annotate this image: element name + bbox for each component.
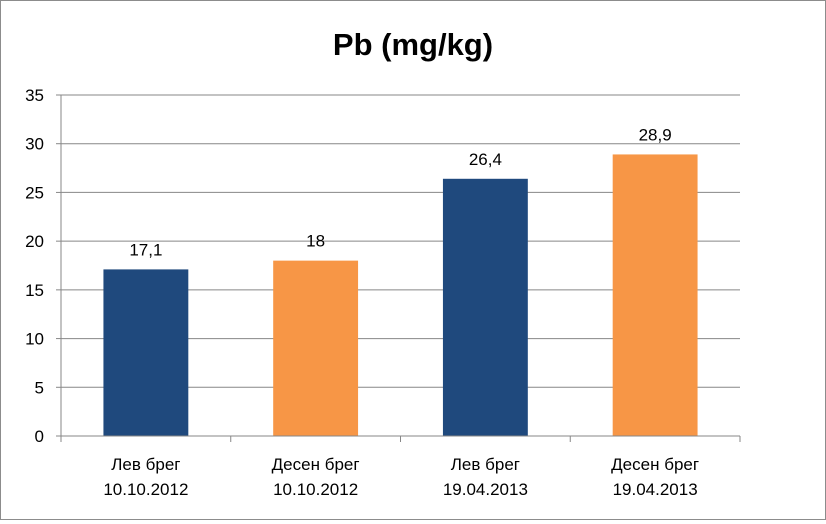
y-tick-label: 10	[25, 330, 44, 349]
bar	[442, 178, 528, 436]
bars	[103, 154, 698, 436]
x-tick-label: 19.04.2013	[613, 480, 698, 499]
bar	[612, 154, 698, 436]
y-tick-label: 0	[35, 427, 44, 446]
chart-title: Pb (mg/kg)	[333, 27, 493, 62]
x-tick-label: 10.10.2012	[273, 480, 358, 499]
x-tick-label: Лев брег	[111, 455, 180, 474]
data-label: 26,4	[469, 150, 502, 169]
y-axis-tick-labels: 0 5 10 15 20 25 30 35	[25, 86, 44, 446]
y-tick-label: 35	[25, 86, 44, 105]
axes	[56, 94, 741, 442]
data-label: 17,1	[129, 240, 162, 259]
x-tick-label: 19.04.2013	[443, 480, 528, 499]
y-tick-label: 20	[25, 232, 44, 251]
y-tick-label: 25	[25, 183, 44, 202]
y-tick-label: 30	[25, 135, 44, 154]
bar	[103, 269, 189, 436]
y-tick-label: 15	[25, 281, 44, 300]
x-tick-label: Десен брег	[272, 455, 360, 474]
x-tick-label: Десен брег	[611, 455, 699, 474]
data-label: 28,9	[639, 125, 672, 144]
x-tick-label: Лев брег	[451, 455, 520, 474]
y-tick-label: 5	[35, 378, 44, 397]
bar	[273, 260, 359, 436]
data-label: 18	[306, 232, 325, 251]
x-tick-label: 10.10.2012	[103, 480, 188, 499]
x-axis-tick-labels: Лев брег 10.10.2012 Десен брег 10.10.2012 Ле…	[103, 455, 699, 499]
data-labels: 17,1 18 26,4 28,9	[129, 125, 671, 259]
